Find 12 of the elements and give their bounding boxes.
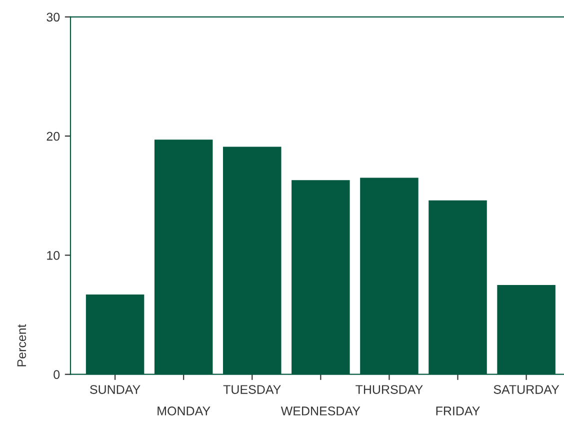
- y-tick-label: 0: [54, 370, 60, 380]
- x-tick-label: SATURDAY: [494, 385, 560, 394]
- x-tick-label: MONDAY: [158, 406, 210, 416]
- x-tick-label: TUESDAY: [223, 385, 281, 394]
- y-tick-label: 10: [47, 251, 60, 260]
- x-tick-label: FRIDAY: [436, 406, 480, 416]
- x-tick-label: THURSDAY: [356, 385, 423, 394]
- x-tick-label: WEDNESDAY: [280, 406, 360, 416]
- y-tick-label: 30: [46, 12, 60, 22]
- x-tick-label: SUNDAY: [90, 385, 140, 394]
- y-axis-title: Percent: [17, 324, 26, 366]
- y-tick-label: 20: [46, 132, 60, 141]
